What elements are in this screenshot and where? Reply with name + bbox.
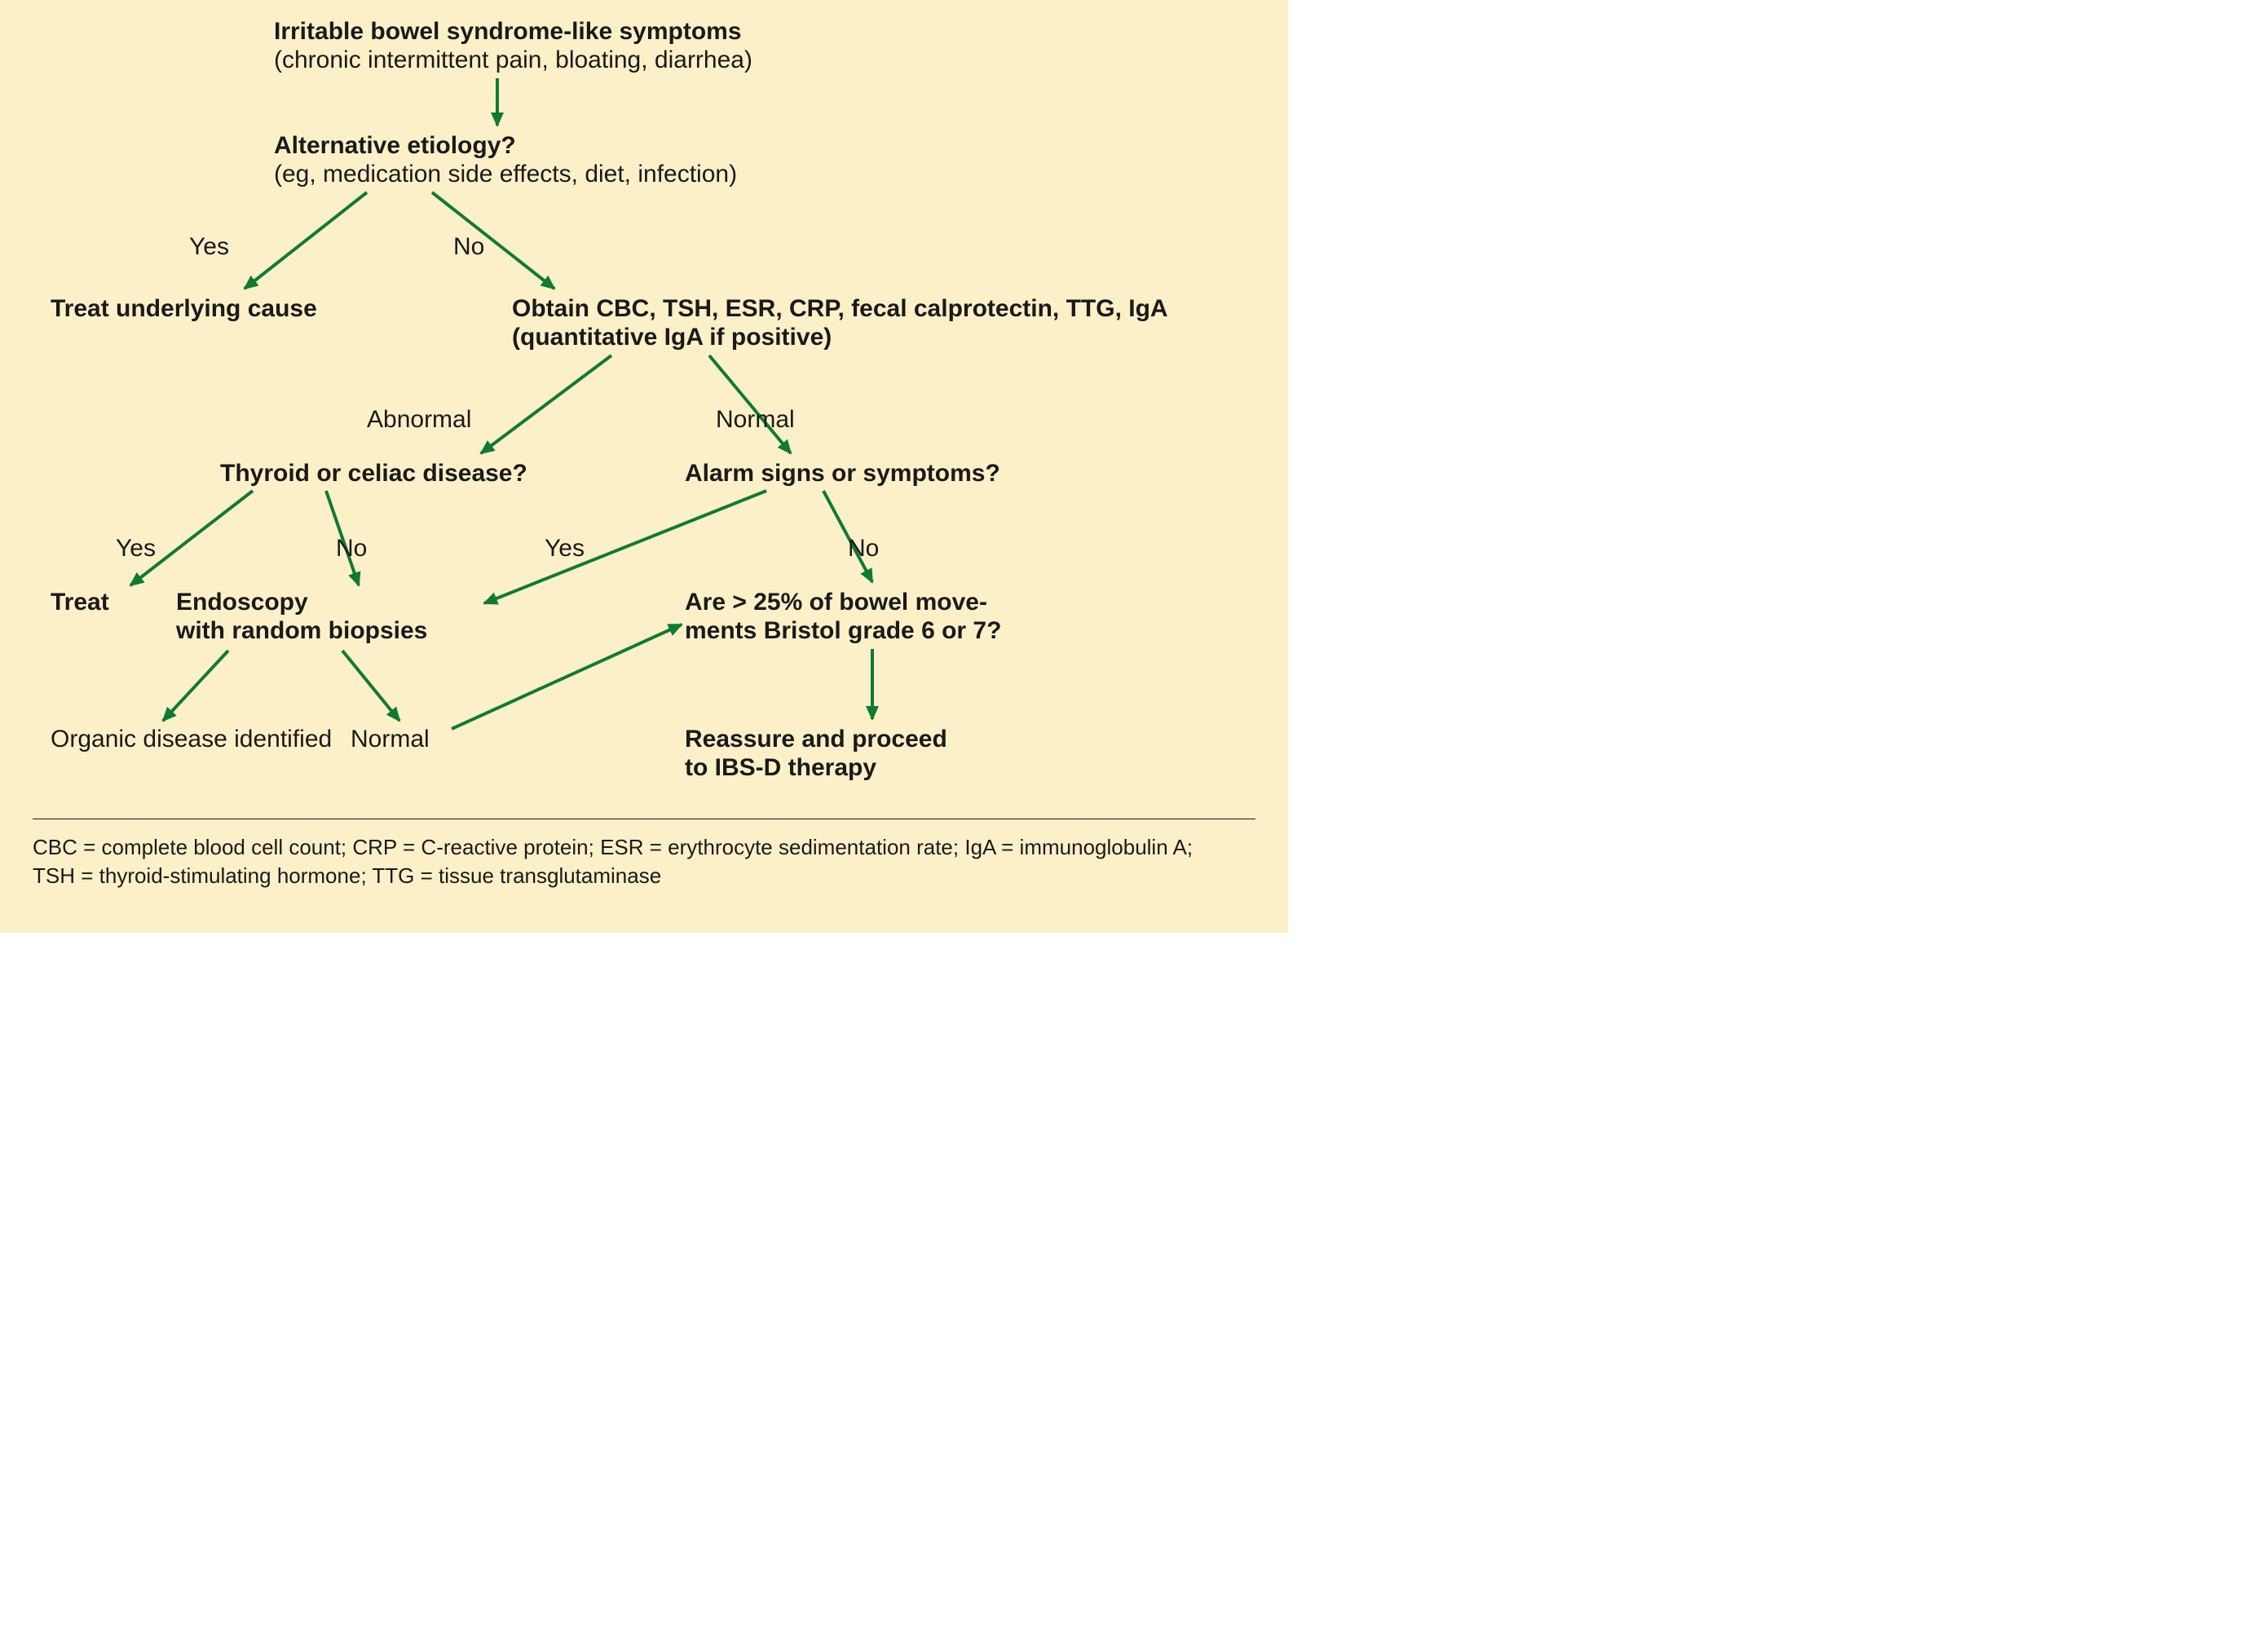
node-title: Are > 25% of bowel move- ments Bristol g… — [685, 589, 1109, 645]
node-treat: Treat — [51, 589, 148, 617]
node-alternative-etiology: Alternative etiology?(eg, medication sid… — [274, 132, 845, 188]
node-subtitle: (chronic intermittent pain, bloating, di… — [274, 46, 910, 75]
node-title: Alarm signs or symptoms? — [685, 460, 1092, 488]
node-organic-disease: Organic disease identified — [51, 726, 393, 754]
edge-label-abnormal: Abnormal — [367, 406, 471, 435]
edge-label-no: No — [336, 535, 367, 563]
flow-arrow — [484, 491, 766, 603]
node-title: Reassure and proceed to IBS-D therapy — [685, 726, 1092, 782]
node-text: Normal — [351, 726, 481, 754]
node-ibs-symptoms: Irritable bowel syndrome-like symptoms(c… — [274, 18, 910, 74]
node-bristol: Are > 25% of bowel move- ments Bristol g… — [685, 589, 1109, 645]
node-endoscopy: Endoscopy with random biopsies — [176, 589, 535, 645]
node-title: Thyroid or celiac disease? — [220, 460, 546, 488]
edge-label-no: No — [453, 233, 484, 262]
flow-arrow — [432, 192, 554, 289]
flow-arrow — [245, 192, 367, 289]
node-normal-result: Normal — [351, 726, 481, 754]
node-title: Irritable bowel syndrome-like symptoms — [274, 18, 910, 46]
flow-arrow — [709, 355, 791, 453]
node-title: Treat underlying cause — [51, 295, 377, 324]
footnote-text: CBC = complete blood cell count; CRP = C… — [33, 833, 1255, 890]
node-title: Endoscopy with random biopsies — [176, 589, 535, 645]
node-title: Treat — [51, 589, 148, 617]
edge-label-yes: Yes — [189, 233, 229, 262]
flow-arrow — [342, 651, 399, 721]
edge-label-normal: Normal — [716, 406, 795, 435]
node-obtain-labs: Obtain CBC, TSH, ESR, CRP, fecal calprot… — [512, 295, 1246, 351]
node-text: Organic disease identified — [51, 726, 393, 754]
flow-arrow — [163, 651, 228, 721]
edge-label-yes: Yes — [116, 535, 156, 563]
node-treat-underlying: Treat underlying cause — [51, 295, 377, 324]
node-title: Alternative etiology? — [274, 132, 845, 161]
node-alarm-signs: Alarm signs or symptoms? — [685, 460, 1092, 488]
flowchart-canvas: Irritable bowel syndrome-like symptoms(c… — [0, 0, 1288, 933]
node-title: Obtain CBC, TSH, ESR, CRP, fecal calprot… — [512, 295, 1246, 351]
node-reassure-ibsd: Reassure and proceed to IBS-D therapy — [685, 726, 1092, 782]
node-thyroid-celiac: Thyroid or celiac disease? — [220, 460, 546, 488]
flow-arrow — [481, 355, 611, 453]
edge-label-yes: Yes — [545, 535, 585, 563]
edge-label-no: No — [848, 535, 879, 563]
node-subtitle: (eg, medication side effects, diet, infe… — [274, 161, 845, 189]
